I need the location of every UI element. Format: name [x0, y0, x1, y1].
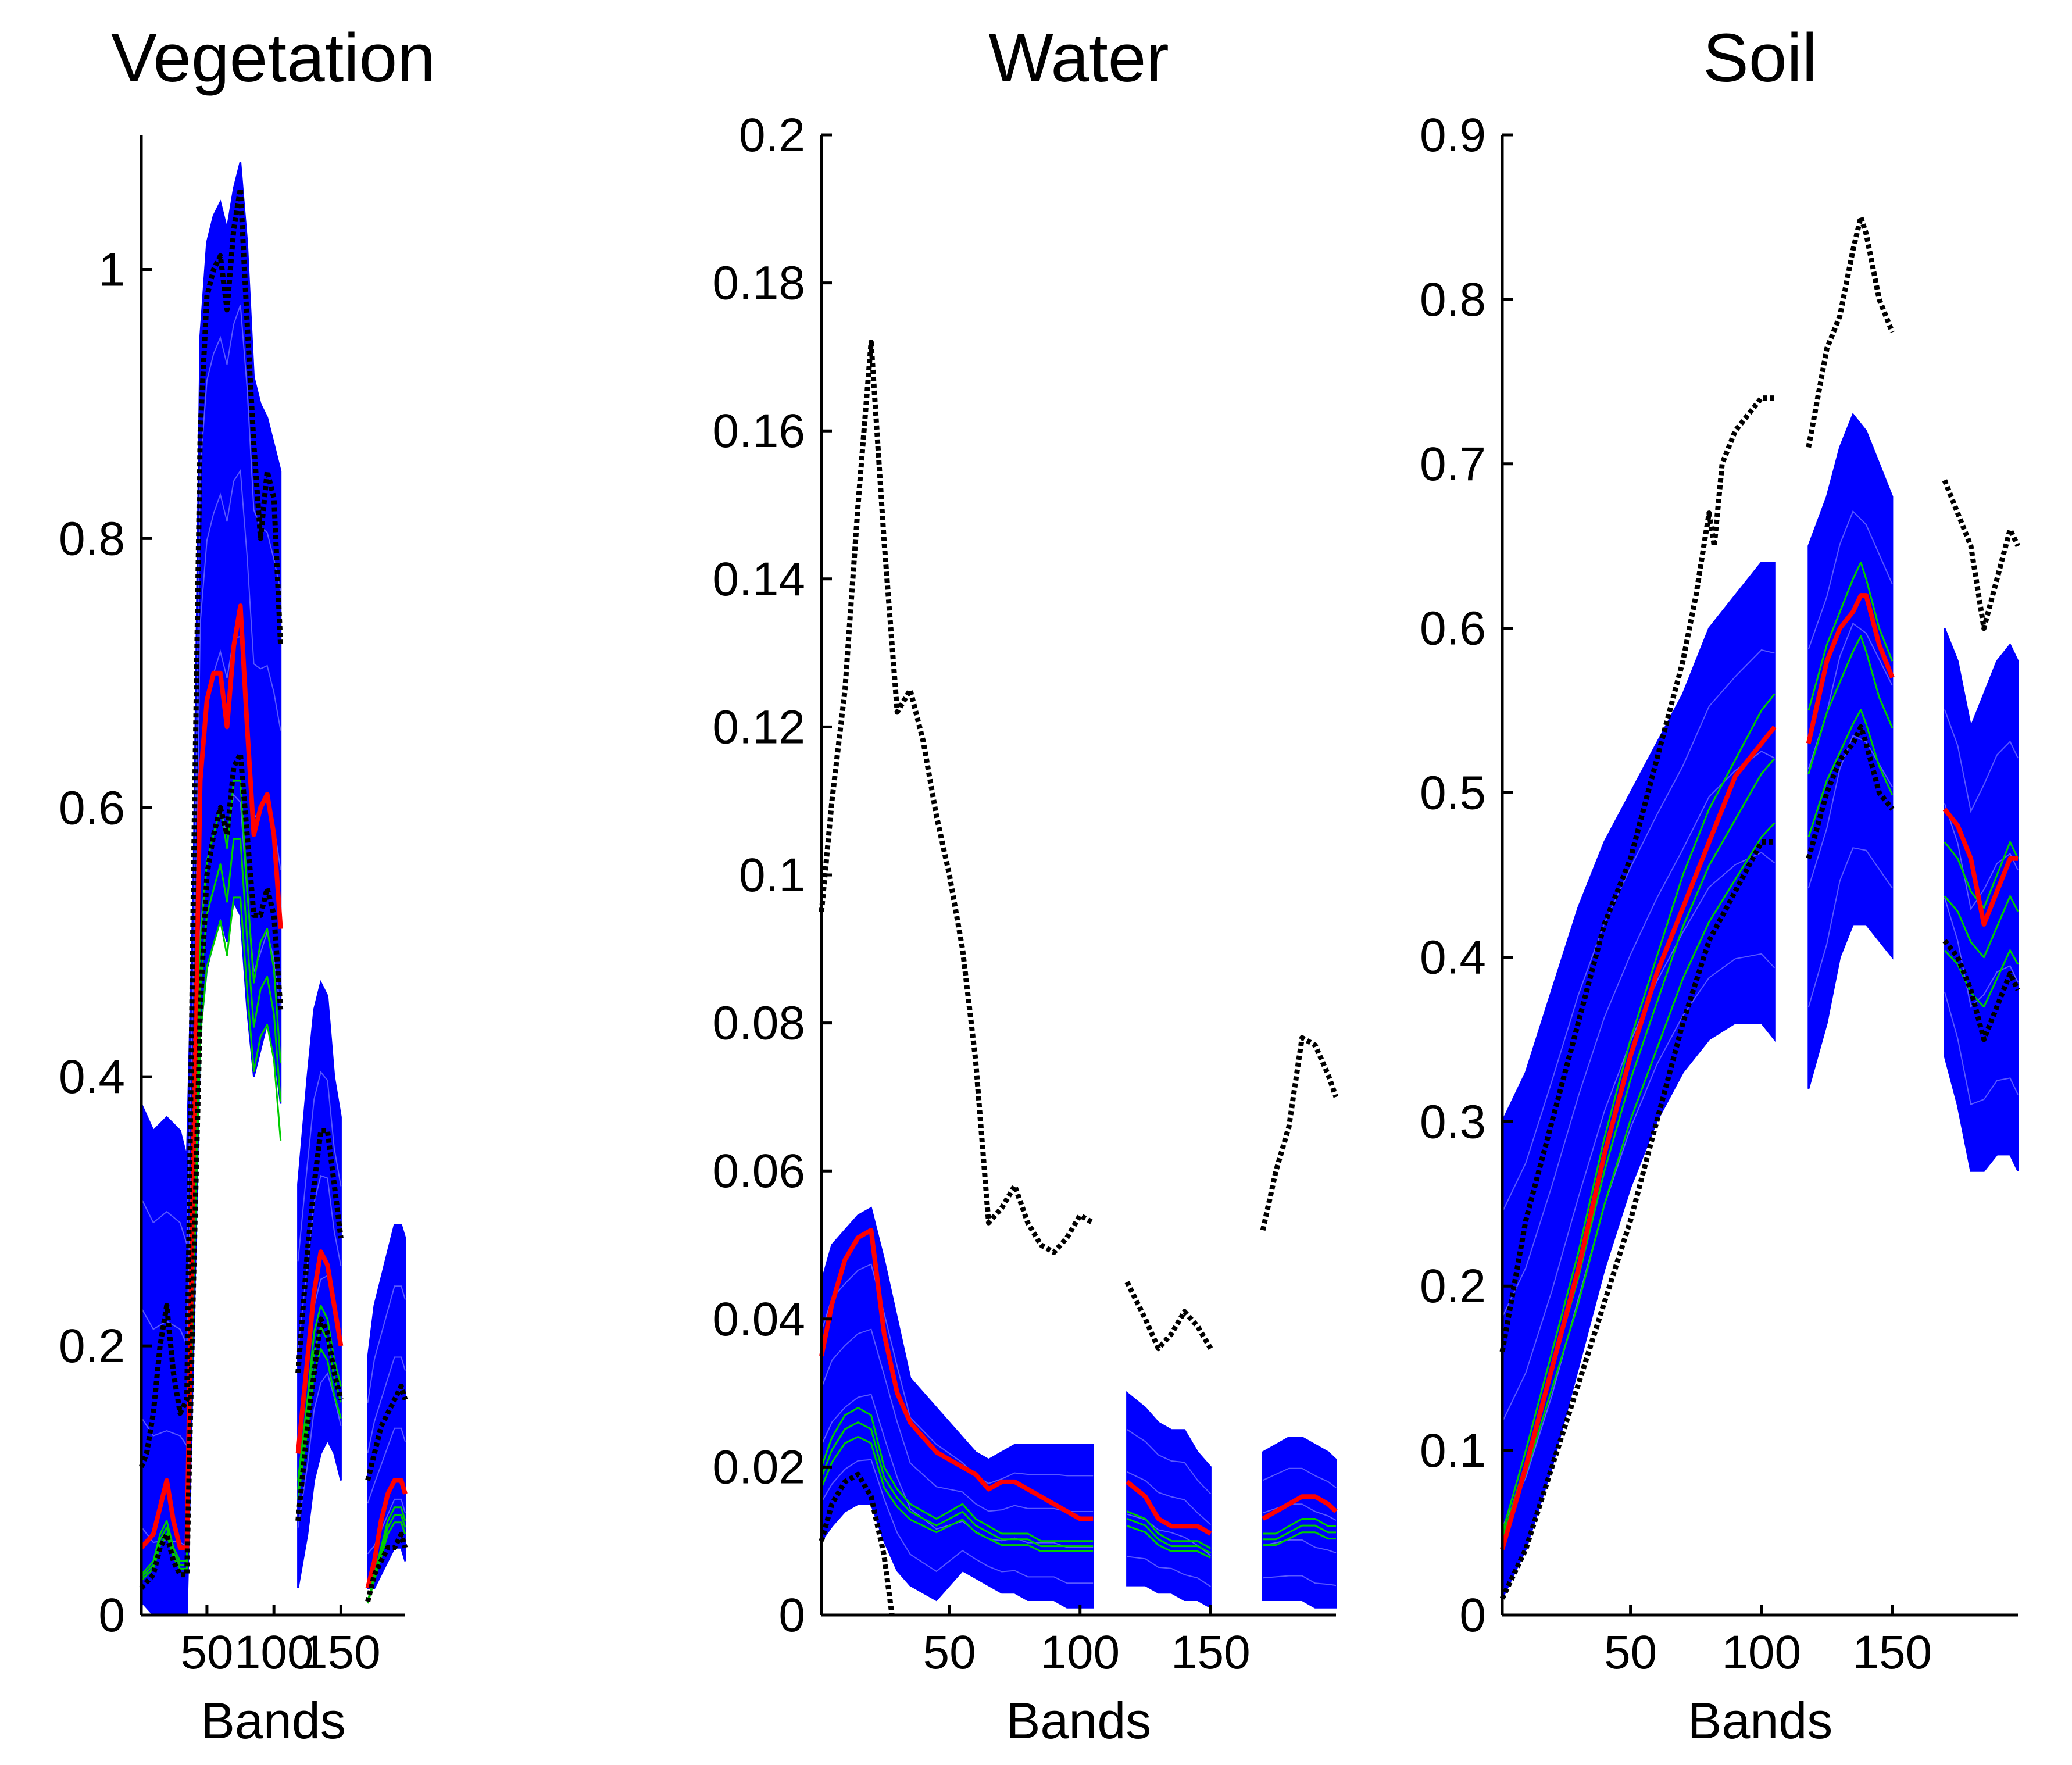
sample-spectrum-line — [1807, 510, 1893, 649]
x-axis-label: Bands — [1006, 1692, 1152, 1749]
y-tick-label: 0.04 — [712, 1293, 805, 1346]
y-tick-label: 0.6 — [1420, 602, 1486, 655]
y-tick-label: 0.02 — [712, 1441, 805, 1494]
sample-spectra-band — [820, 1206, 1094, 1609]
sample-spectrum-line — [1263, 1575, 1337, 1587]
y-tick-label: 0.08 — [712, 997, 805, 1050]
endmember-line — [1501, 562, 2019, 1534]
sample-spectrum-line — [821, 1328, 1094, 1512]
y-tick-label: 0.1 — [739, 849, 805, 902]
x-tick-label: 100 — [1721, 1626, 1801, 1679]
panel-title: Vegetation — [111, 20, 435, 97]
x-axis-label: Bands — [201, 1692, 346, 1749]
x-tick-label: 100 — [1040, 1626, 1120, 1679]
y-tick-label: 0.1 — [1420, 1424, 1486, 1477]
sample-spectrum-line — [1502, 953, 1776, 1528]
y-tick-label: 0.18 — [712, 257, 805, 310]
upper-envelope-line — [1499, 214, 2021, 1353]
sample-spectrum-line — [367, 1285, 406, 1403]
upper-envelope-line — [138, 186, 408, 1481]
sample-spectra-band — [1262, 1437, 1337, 1609]
y-tick-label: 1 — [98, 243, 125, 296]
sample-spectrum-line — [367, 1498, 406, 1555]
x-tick-label: 150 — [1852, 1626, 1932, 1679]
y-tick-label: 0.06 — [712, 1145, 805, 1198]
x-tick-label: 100 — [234, 1626, 314, 1679]
axes: 0 0.1 0.2 0.3 0.4 0.5 0.6 0.7 0.8 0.9 50 100 150 — [1420, 109, 2018, 1679]
y-tick-label: 0.2 — [739, 109, 805, 162]
sample-spectra-band — [367, 1224, 406, 1589]
y-tick-label: 0.4 — [1420, 931, 1486, 984]
mean-spectrum-line — [819, 1228, 1338, 1536]
endmember-line — [820, 1436, 1336, 1559]
y-tick-label: 0.7 — [1420, 438, 1486, 491]
lower-envelope-line — [1499, 724, 2021, 1600]
y-tick-label: 0.2 — [59, 1320, 125, 1373]
sample-spectra-band — [1501, 562, 1776, 1599]
panel-title: Soil — [1703, 20, 1817, 97]
plot-area — [138, 161, 408, 1616]
y-tick-label: 0 — [98, 1589, 125, 1642]
sample-spectrum-line — [1944, 803, 2019, 911]
sample-spectrum-line — [367, 1356, 406, 1453]
sample-spectrum-line — [1944, 897, 2019, 1008]
sample-spectrum-line — [1807, 847, 1893, 1007]
sample-spectrum-line — [297, 1174, 342, 1350]
x-tick-label: 50 — [1604, 1626, 1657, 1679]
soil-panel: Soil Bands 0 0.1 0.2 0.3 0.4 0.5 0.6 0.7 0.8 0.9 5… — [1420, 20, 2021, 1749]
x-tick-label: 50 — [923, 1626, 976, 1679]
plot-area — [1499, 214, 2021, 1600]
y-tick-label: 0.4 — [59, 1051, 125, 1103]
sample-spectrum-line — [367, 1427, 406, 1504]
plot-area — [819, 339, 1339, 1616]
y-tick-label: 0 — [1459, 1589, 1486, 1642]
sample-spectrum-line — [1262, 1467, 1337, 1488]
y-tick-label: 0.14 — [712, 553, 805, 606]
sample-spectrum-line — [1502, 649, 1775, 1213]
endmember-line — [820, 1421, 1336, 1554]
y-tick-label: 0.2 — [1420, 1260, 1486, 1313]
sample-spectrum-line — [1127, 1429, 1212, 1495]
lower-envelope-line — [819, 1471, 895, 1616]
x-tick-label: 150 — [1171, 1626, 1251, 1679]
sample-spectrum-line — [297, 1070, 342, 1262]
mean-spectrum-line — [140, 603, 408, 1589]
endmember-line — [1501, 709, 2019, 1545]
axes: 0 0.02 0.04 0.06 0.08 0.1 0.12 0.14 0.16 0.18 0.2 5… — [712, 109, 1336, 1679]
panel-title: Water — [988, 20, 1169, 97]
sample-spectrum-line — [1944, 709, 2019, 813]
sample-spectrum-line — [821, 1263, 1094, 1484]
water-panel: Water Bands 0 0.02 0.04 0.06 0.08 0.1 0.12 0.14… — [712, 20, 1339, 1749]
sample-spectrum-line — [1944, 991, 2019, 1105]
upper-envelope-line — [819, 339, 1339, 1352]
x-axis-label: Bands — [1688, 1692, 1833, 1749]
y-tick-label: 0.16 — [712, 405, 805, 458]
y-tick-label: 0 — [778, 1589, 805, 1642]
sample-spectrum-line — [1127, 1471, 1212, 1525]
x-tick-label: 50 — [180, 1626, 233, 1679]
sample-spectra-band — [1807, 412, 1894, 1089]
y-tick-label: 0.8 — [1420, 273, 1486, 326]
y-tick-label: 0.5 — [1420, 767, 1486, 820]
x-tick-label: 150 — [301, 1626, 381, 1679]
y-tick-label: 0.3 — [1420, 1095, 1486, 1148]
sample-spectrum-line — [1262, 1539, 1337, 1554]
endmember-line — [820, 1407, 1336, 1549]
sample-spectrum-line — [821, 1459, 1094, 1584]
mean-spectrum-line — [1500, 593, 2018, 1550]
lower-envelope-line — [139, 751, 408, 1602]
y-tick-label: 0.9 — [1420, 109, 1486, 162]
sample-spectrum-line — [141, 469, 281, 1346]
sample-spectrum-line — [1262, 1503, 1337, 1521]
y-tick-label: 0.6 — [59, 781, 125, 834]
y-tick-label: 0.8 — [59, 512, 125, 565]
sample-spectrum-line — [1127, 1556, 1211, 1587]
y-tick-label: 0.12 — [712, 701, 805, 753]
